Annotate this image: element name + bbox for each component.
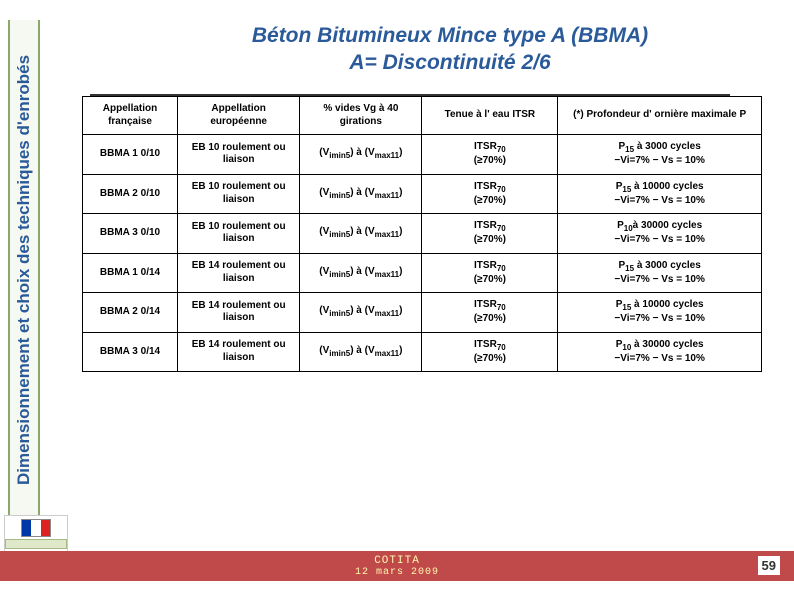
title-line2: A= Discontinuité 2/6 xyxy=(349,51,550,74)
cell-orniere: P15 à 3000 cycles−Vi=7% − Vs = 10% xyxy=(558,135,762,175)
cell-vides: (Vimin5) à (Vmax11) xyxy=(300,135,422,175)
col-header-appellation-fr: Appellation française xyxy=(83,97,178,135)
cell-appellation-fr: BBMA 1 0/10 xyxy=(83,135,178,175)
cell-appellation-fr: BBMA 2 0/10 xyxy=(83,174,178,214)
cell-vides: (Vimin5) à (Vmax11) xyxy=(300,214,422,254)
cell-appellation-fr: BBMA 3 0/14 xyxy=(83,332,178,372)
col-header-orniere: (*) Profondeur d' ornière maximale P xyxy=(558,97,762,135)
cell-appellation-fr: BBMA 3 0/10 xyxy=(83,214,178,254)
cell-appellation-eu: EB 10 roulement ou liaison xyxy=(178,174,300,214)
cell-vides: (Vimin5) à (Vmax11) xyxy=(300,293,422,333)
table-row: BBMA 1 0/10EB 10 roulement ou liaison(Vi… xyxy=(83,135,762,175)
cell-appellation-fr: BBMA 2 0/14 xyxy=(83,293,178,333)
cell-orniere: P15 à 3000 cycles−Vi=7% − Vs = 10% xyxy=(558,253,762,293)
cell-vides: (Vimin5) à (Vmax11) xyxy=(300,332,422,372)
logo-subbar xyxy=(5,539,67,549)
col-header-appellation-eu: Appellation européenne xyxy=(178,97,300,135)
table-row: BBMA 1 0/14EB 14 roulement ou liaison(Vi… xyxy=(83,253,762,293)
table-row: BBMA 3 0/10EB 10 roulement ou liaison(Vi… xyxy=(83,214,762,254)
cell-itsr: ITSR70(≥70%) xyxy=(422,135,558,175)
gov-logo xyxy=(4,515,68,553)
page-title: Béton Bitumineux Mince type A (BBMA) A= … xyxy=(150,22,750,77)
cell-itsr: ITSR70(≥70%) xyxy=(422,293,558,333)
spec-table: Appellation française Appellation europé… xyxy=(82,96,762,372)
cell-orniere: P15 à 10000 cycles−Vi=7% − Vs = 10% xyxy=(558,174,762,214)
table-row: BBMA 2 0/10EB 10 roulement ou liaison(Vi… xyxy=(83,174,762,214)
cell-vides: (Vimin5) à (Vmax11) xyxy=(300,174,422,214)
page-number: 59 xyxy=(758,556,780,575)
table-header-row: Appellation française Appellation europé… xyxy=(83,97,762,135)
table-row: BBMA 3 0/14EB 14 roulement ou liaison(Vi… xyxy=(83,332,762,372)
cell-vides: (Vimin5) à (Vmax11) xyxy=(300,253,422,293)
cell-orniere: P10à 30000 cycles−Vi=7% − Vs = 10% xyxy=(558,214,762,254)
footer-band: COTITA 12 mars 2009 xyxy=(0,551,794,581)
cell-itsr: ITSR70(≥70%) xyxy=(422,174,558,214)
footer-line1: COTITA xyxy=(374,555,420,567)
cell-itsr: ITSR70(≥70%) xyxy=(422,253,558,293)
footer-line2: 12 mars 2009 xyxy=(355,567,439,578)
cell-itsr: ITSR70(≥70%) xyxy=(422,214,558,254)
cell-appellation-fr: BBMA 1 0/14 xyxy=(83,253,178,293)
title-line1: Béton Bitumineux Mince type A (BBMA) xyxy=(252,24,648,47)
cell-orniere: P15 à 10000 cycles−Vi=7% − Vs = 10% xyxy=(558,293,762,333)
spec-table-wrap: Appellation française Appellation europé… xyxy=(82,96,762,372)
table-row: BBMA 2 0/14EB 14 roulement ou liaison(Vi… xyxy=(83,293,762,333)
cell-appellation-eu: EB 14 roulement ou liaison xyxy=(178,332,300,372)
cell-appellation-eu: EB 10 roulement ou liaison xyxy=(178,135,300,175)
col-header-itsr: Tenue à l' eau ITSR xyxy=(422,97,558,135)
cell-itsr: ITSR70(≥70%) xyxy=(422,332,558,372)
side-title: Dimensionnement et choix des techniques … xyxy=(8,20,40,520)
col-header-vides: % vides Vg à 40 girations xyxy=(300,97,422,135)
cell-appellation-eu: EB 14 roulement ou liaison xyxy=(178,253,300,293)
cell-appellation-eu: EB 10 roulement ou liaison xyxy=(178,214,300,254)
french-flag-icon xyxy=(21,519,51,537)
cell-orniere: P10 à 30000 cycles−Vi=7% − Vs = 10% xyxy=(558,332,762,372)
cell-appellation-eu: EB 14 roulement ou liaison xyxy=(178,293,300,333)
